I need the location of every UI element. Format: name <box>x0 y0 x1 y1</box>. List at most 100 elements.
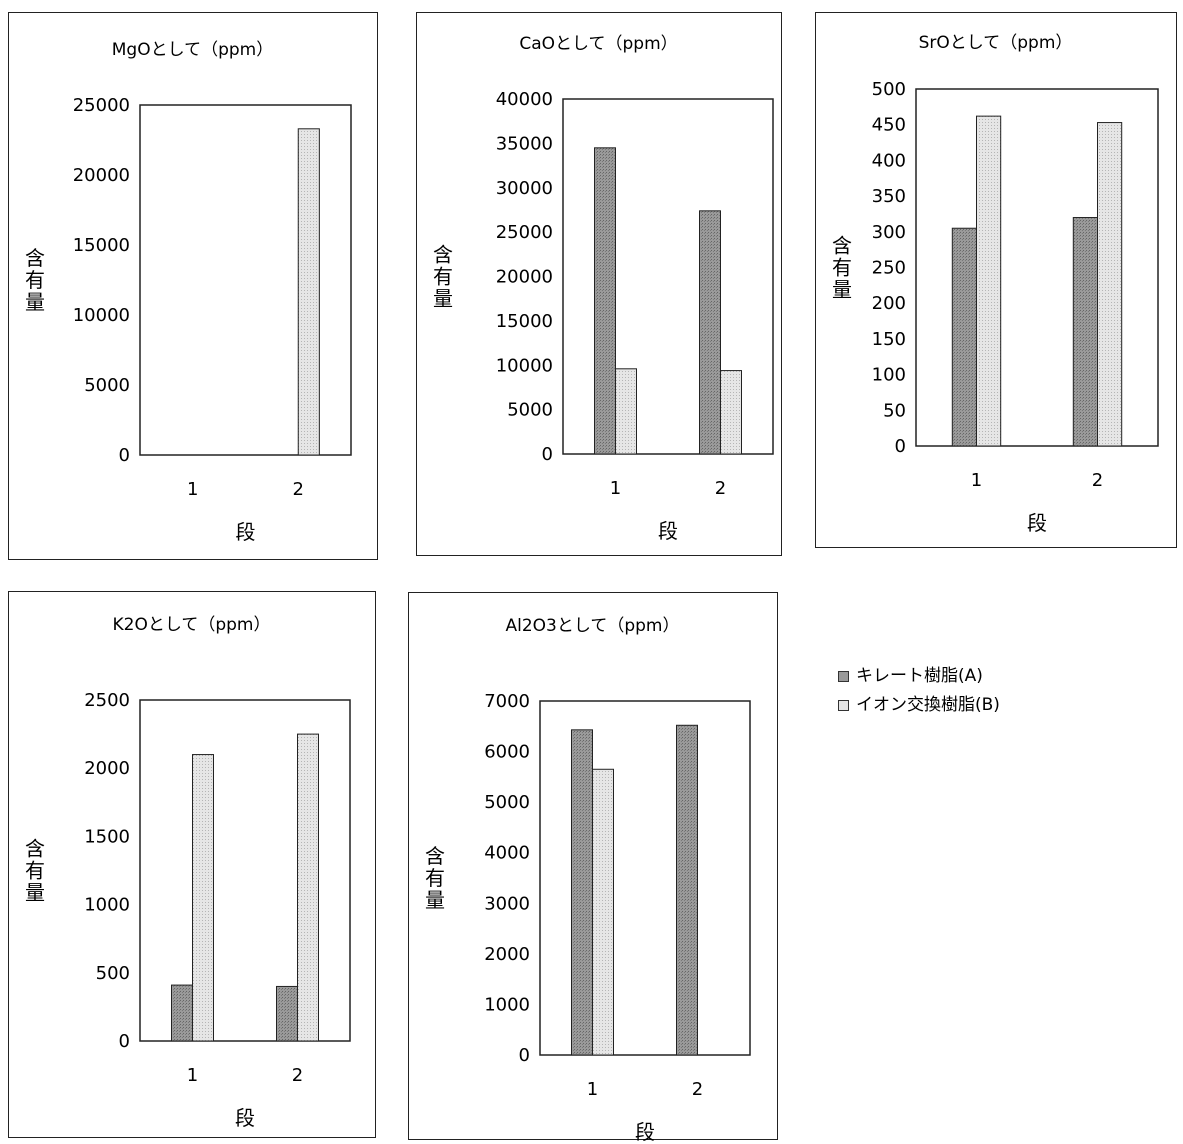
y-tick-label: 15000 <box>496 311 553 332</box>
x-tick-label: 2 <box>293 479 304 500</box>
y-axis-label-char: 量 <box>433 287 453 311</box>
bar-chelate-1 <box>594 147 616 455</box>
y-tick-label: 0 <box>895 436 906 457</box>
chart-panel-sro: SrOとして（ppm） 0 50 100 150 200 250 300 350 400 450 50… <box>815 12 1177 548</box>
y-axis-label-char: 量 <box>25 881 45 905</box>
y-tick-label: 5000 <box>484 792 530 813</box>
bar-chelate-2 <box>276 985 298 1042</box>
legend-item-chelate: キレート樹脂(A) <box>838 662 1000 691</box>
y-tick-label: 25000 <box>73 95 130 116</box>
y-tick-label: 1000 <box>484 994 530 1015</box>
y-tick-label: 2000 <box>484 944 530 965</box>
y-axis-label: 含有量 <box>25 837 45 905</box>
x-axis-label: 段 <box>658 519 678 543</box>
y-axis-label-char: 含 <box>25 837 45 861</box>
legend-item-ion-exchange: イオン交換樹脂(B) <box>838 691 1000 720</box>
y-axis-label: 含有量 <box>425 844 445 912</box>
bar-ion-exchange-2 <box>297 128 320 456</box>
bar-chelate-2 <box>1072 217 1098 447</box>
x-axis-label: 段 <box>236 520 256 544</box>
y-tick-label: 7000 <box>484 691 530 712</box>
bar-chelate-2 <box>676 724 698 1056</box>
x-axis-label: 段 <box>235 1106 255 1130</box>
y-tick-label: 1500 <box>84 826 130 847</box>
y-tick-label: 10000 <box>496 355 553 376</box>
y-tick-label: 30000 <box>496 178 553 199</box>
y-tick-label: 25000 <box>496 222 553 243</box>
legend-swatch-ion-exchange <box>838 700 849 711</box>
chart-title: SrOとして（ppm） <box>919 33 1073 53</box>
bar-ion-exchange-2 <box>1097 122 1123 447</box>
y-tick-label: 450 <box>872 115 906 136</box>
chart-svg: SrOとして（ppm） 0 50 100 150 200 250 300 350 400 450 50… <box>832 33 1159 535</box>
x-tick-label: 2 <box>715 478 726 499</box>
x-tick-label: 1 <box>187 479 198 500</box>
y-tick-label: 4000 <box>484 843 530 864</box>
y-axis-label-char: 含 <box>425 844 445 868</box>
y-tick-label: 20000 <box>73 165 130 186</box>
y-tick-label: 0 <box>119 1031 130 1052</box>
bar-ion-exchange-1 <box>976 115 1002 447</box>
chart-svg: K2Oとして（ppm） 0 500 1000 1500 2000 2500 1 2 段 含有量 <box>25 615 351 1130</box>
bar-chelate-1 <box>951 227 978 447</box>
y-axis-label-char: 有 <box>425 866 445 890</box>
y-axis-label: 含有量 <box>25 246 45 314</box>
y-axis-label-char: 有 <box>832 256 852 280</box>
y-axis-label-char: 量 <box>425 888 445 912</box>
y-tick-label: 350 <box>872 186 906 207</box>
x-tick-label: 2 <box>692 1079 703 1100</box>
chart-svg: MgOとして（ppm） 0 5000 10000 15000 20000 25000 1 2 段 含… <box>25 40 352 544</box>
bar-ion-exchange-1 <box>592 768 614 1056</box>
y-tick-label: 500 <box>96 963 130 984</box>
chart-title: MgOとして（ppm） <box>112 40 273 60</box>
y-tick-label: 50 <box>883 400 906 421</box>
x-tick-label: 2 <box>292 1065 303 1086</box>
y-tick-label: 150 <box>872 329 906 350</box>
bar-ion-exchange-2 <box>720 370 742 455</box>
bar-chelate-1 <box>171 984 193 1042</box>
x-tick-label: 1 <box>610 478 621 499</box>
y-axis-label-char: 量 <box>25 290 45 314</box>
legend-label-ion-exchange: イオン交換樹脂(B) <box>856 695 1000 715</box>
y-axis-label-char: 含 <box>433 243 453 267</box>
x-axis-label: 段 <box>1027 511 1047 535</box>
y-tick-label: 0 <box>519 1045 530 1066</box>
y-tick-label: 100 <box>872 365 906 386</box>
chart-svg: CaOとして（ppm） 0 5000 10000 15000 20000 25000 3000… <box>433 34 774 543</box>
y-axis-label-char: 含 <box>25 246 45 270</box>
legend-swatch-chelate <box>838 671 849 682</box>
y-tick-label: 1000 <box>84 895 130 916</box>
chart-panel-mgo: MgOとして（ppm） 0 5000 10000 15000 20000 25000 1 2 段 含… <box>8 12 378 560</box>
bar-chelate-2 <box>699 210 721 455</box>
x-tick-label: 2 <box>1092 470 1103 491</box>
x-tick-label: 1 <box>971 470 982 491</box>
chart-title: CaOとして（ppm） <box>519 34 677 54</box>
chart-panel-k2o: K2Oとして（ppm） 0 500 1000 1500 2000 2500 1 2 段 含有量 <box>8 591 376 1138</box>
chart-svg: Al2O3として（ppm） 0 1000 2000 3000 4000 5000 6000 70… <box>425 616 751 1144</box>
legend-label-chelate: キレート樹脂(A) <box>856 666 983 686</box>
y-tick-label: 2000 <box>84 758 130 779</box>
y-tick-label: 250 <box>872 258 906 279</box>
y-axis-label: 含有量 <box>433 243 453 311</box>
bar-chelate-1 <box>571 729 593 1056</box>
y-tick-label: 20000 <box>496 267 553 288</box>
chart-title: Al2O3として（ppm） <box>506 616 680 636</box>
y-axis-label-char: 有 <box>25 859 45 883</box>
chart-legend: キレート樹脂(A) イオン交換樹脂(B) <box>838 662 1000 720</box>
y-tick-label: 500 <box>872 79 906 100</box>
x-tick-label: 1 <box>587 1079 598 1100</box>
chart-panel-cao: CaOとして（ppm） 0 5000 10000 15000 20000 25000 3000… <box>416 12 782 556</box>
y-tick-label: 40000 <box>496 89 553 110</box>
x-axis-label: 段 <box>635 1120 655 1144</box>
y-tick-label: 3000 <box>484 893 530 914</box>
y-tick-label: 10000 <box>73 305 130 326</box>
y-tick-label: 2500 <box>84 690 130 711</box>
bar-ion-exchange-1 <box>615 368 637 455</box>
y-axis-label-char: 有 <box>433 265 453 289</box>
y-tick-label: 35000 <box>496 133 553 154</box>
y-tick-label: 0 <box>119 445 130 466</box>
y-tick-label: 5000 <box>84 375 130 396</box>
bar-ion-exchange-2 <box>297 733 319 1042</box>
chart-panel-al2o3: Al2O3として（ppm） 0 1000 2000 3000 4000 5000 6000 70… <box>408 592 778 1144</box>
y-axis-label-char: 量 <box>832 278 852 302</box>
